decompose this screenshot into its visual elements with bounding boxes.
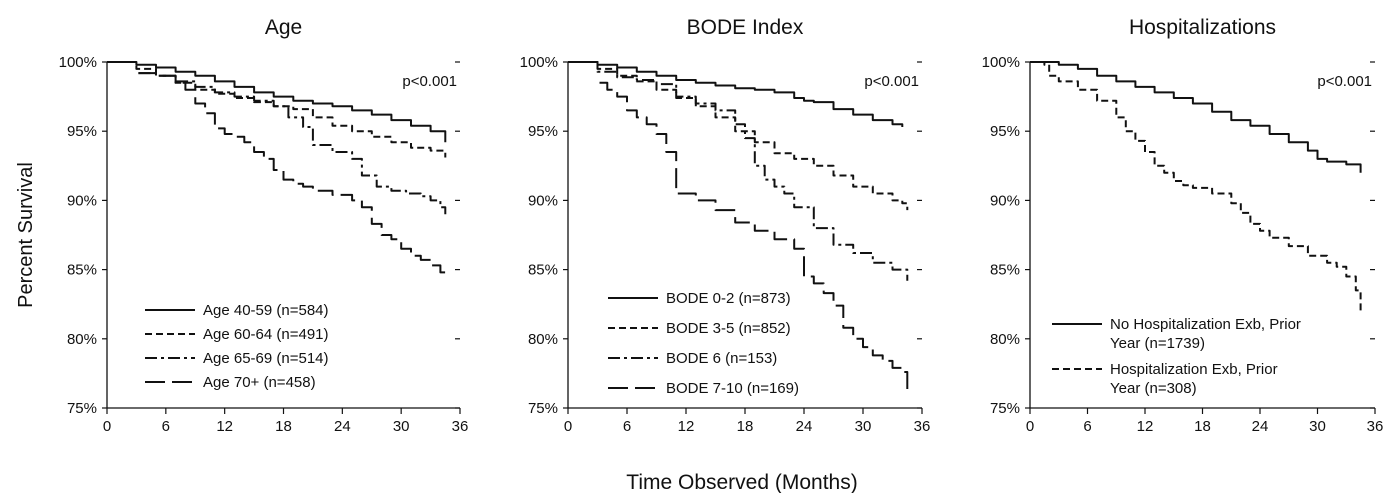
legend-label: Age 65-69 (n=514): [203, 350, 329, 367]
series-line-1: [1030, 61, 1362, 173]
series-line-4: [599, 81, 909, 390]
y-tick-label: 80%: [990, 331, 1020, 348]
x-tick-label: 0: [103, 418, 111, 435]
y-tick-label: 80%: [67, 331, 97, 348]
chart-panel-3: Hospitalizations 75% 80% 85% 90% 95% 100% 0 6 12 1…: [982, 16, 1383, 435]
series-line-1: [107, 61, 447, 143]
series-line-2: [568, 61, 909, 211]
y-tick-label: 90%: [528, 192, 558, 209]
y-tick-label: 90%: [990, 192, 1020, 209]
x-tick-label: 6: [162, 418, 170, 435]
series-line-2: [1030, 61, 1362, 312]
series-line-3: [138, 72, 447, 215]
legend-label: BODE 6 (n=153): [666, 350, 777, 367]
y-tick-label: 100%: [520, 54, 558, 71]
series-line-1: [568, 61, 904, 127]
y-tick-label: 75%: [990, 400, 1020, 417]
series-line-4: [138, 72, 447, 277]
x-axis-label: Time Observed (Months): [626, 471, 857, 493]
y-tick-label: 90%: [67, 192, 97, 209]
x-tick-label: 36: [914, 418, 931, 435]
chart-panel-1: Age 75% 80% 85% 90% 95% 100% 0 6 12 18 24 30 36 p<0.00…: [59, 16, 469, 435]
legend-label: No Hospitalization Exb, Prior Year (n=173…: [1110, 316, 1301, 352]
x-tick-label: 18: [737, 418, 754, 435]
p-value-annotation: p<0.001: [864, 73, 919, 90]
legend-label: Age 60-64 (n=491): [203, 326, 329, 343]
x-tick-label: 12: [216, 418, 233, 435]
x-tick-label: 6: [623, 418, 631, 435]
x-tick-label: 30: [855, 418, 872, 435]
legend-label: BODE 0-2 (n=873): [666, 290, 791, 307]
y-tick-label: 95%: [990, 123, 1020, 140]
y-tick-label: 75%: [67, 400, 97, 417]
y-tick-label: 85%: [67, 262, 97, 279]
legend: No Hospitalization Exb, Prior Year (n=173…: [1052, 316, 1301, 397]
legend-label: BODE 7-10 (n=169): [666, 380, 799, 397]
x-tick-label: 0: [564, 418, 572, 435]
legend-label: Age 40-59 (n=584): [203, 302, 329, 319]
y-tick-label: 95%: [67, 123, 97, 140]
x-tick-label: 30: [1309, 418, 1326, 435]
legend: BODE 0-2 (n=873) BODE 3-5 (n=852) BODE 6 (…: [608, 290, 799, 397]
legend-label: Age 70+ (n=458): [203, 374, 316, 391]
x-tick-label: 24: [334, 418, 351, 435]
chart-panels: Age 75% 80% 85% 90% 95% 100% 0 6 12 18 24 30 36 p<0.00…: [59, 16, 1383, 435]
legend-label: BODE 3-5 (n=852): [666, 320, 791, 337]
x-tick-label: 0: [1026, 418, 1034, 435]
chart-title: Age: [265, 16, 302, 39]
x-tick-label: 12: [678, 418, 695, 435]
y-tick-label: 80%: [528, 331, 558, 348]
x-tick-label: 6: [1083, 418, 1091, 435]
chart-title: Hospitalizations: [1129, 16, 1276, 39]
y-tick-label: 85%: [990, 262, 1020, 279]
y-tick-label: 95%: [528, 123, 558, 140]
y-tick-label: 85%: [528, 262, 558, 279]
p-value-annotation: p<0.001: [1317, 73, 1372, 90]
chart-panel-2: BODE Index 75% 80% 85% 90% 95% 100% 0 6 12 18 24 30 3…: [520, 16, 931, 435]
p-value-annotation: p<0.001: [402, 73, 457, 90]
legend: Age 40-59 (n=584) Age 60-64 (n=491) Age 65…: [145, 302, 329, 391]
x-tick-label: 18: [1194, 418, 1211, 435]
x-tick-label: 12: [1137, 418, 1154, 435]
x-tick-label: 36: [1367, 418, 1383, 435]
x-tick-label: 30: [393, 418, 410, 435]
chart-title: BODE Index: [687, 16, 804, 39]
y-tick-label: 75%: [528, 400, 558, 417]
series-line-3: [568, 61, 909, 281]
x-tick-label: 18: [275, 418, 292, 435]
legend-label: Hospitalization Exb, Prior Year (n=308): [1110, 361, 1278, 397]
x-tick-label: 24: [1252, 418, 1269, 435]
y-tick-label: 100%: [59, 54, 97, 71]
y-axis-label: Percent Survival: [15, 162, 37, 308]
y-tick-label: 100%: [982, 54, 1020, 71]
x-tick-label: 36: [452, 418, 469, 435]
series-line-2: [107, 61, 447, 158]
x-tick-label: 24: [796, 418, 813, 435]
